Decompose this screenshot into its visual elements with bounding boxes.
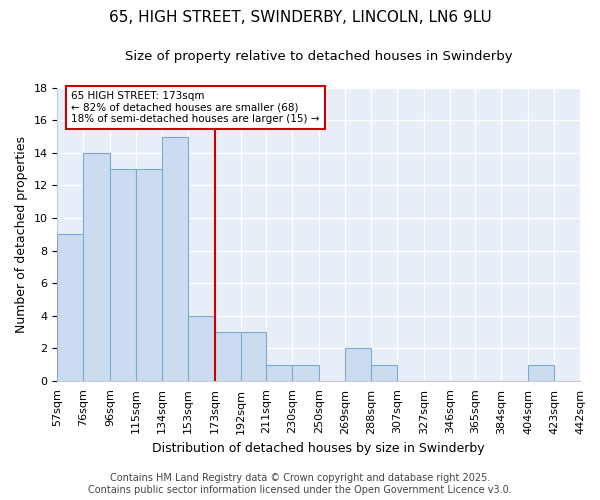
Bar [188,316,215,381]
Bar [136,169,162,381]
Text: Contains HM Land Registry data © Crown copyright and database right 2025.
Contai: Contains HM Land Registry data © Crown c… [88,474,512,495]
Bar [215,332,241,381]
Bar [371,364,397,381]
Bar [83,153,110,381]
Bar [162,136,188,381]
Bar [110,169,136,381]
X-axis label: Distribution of detached houses by size in Swinderby: Distribution of detached houses by size … [152,442,485,455]
Text: 65, HIGH STREET, SWINDERBY, LINCOLN, LN6 9LU: 65, HIGH STREET, SWINDERBY, LINCOLN, LN6… [109,10,491,25]
Y-axis label: Number of detached properties: Number of detached properties [15,136,28,333]
Title: Size of property relative to detached houses in Swinderby: Size of property relative to detached ho… [125,50,512,63]
Bar [345,348,371,381]
Bar [241,332,266,381]
Bar [529,364,554,381]
Text: 65 HIGH STREET: 173sqm
← 82% of detached houses are smaller (68)
18% of semi-det: 65 HIGH STREET: 173sqm ← 82% of detached… [71,91,319,124]
Bar [58,234,83,381]
Bar [292,364,319,381]
Bar [266,364,292,381]
